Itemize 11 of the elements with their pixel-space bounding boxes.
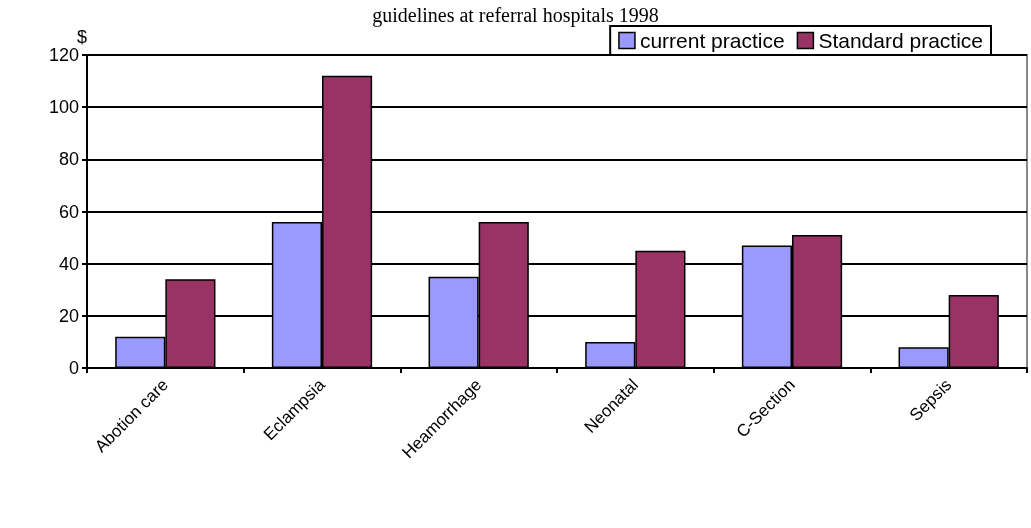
y-tick-label: 20 <box>58 305 79 326</box>
y-tick-label: 40 <box>58 253 79 274</box>
y-axis-title: $ <box>76 27 87 48</box>
chart-title: guidelines at referral hospitals 1998 <box>372 4 659 27</box>
y-tick-label: 120 <box>48 45 79 65</box>
y-tick-label: 60 <box>58 201 79 222</box>
y-tick-label: 100 <box>48 97 79 118</box>
legend-label: current practice <box>639 29 785 52</box>
y-tick-label: 80 <box>58 149 79 170</box>
legend-label: Standard practice <box>818 29 984 52</box>
y-tick-label: 0 <box>68 358 79 378</box>
